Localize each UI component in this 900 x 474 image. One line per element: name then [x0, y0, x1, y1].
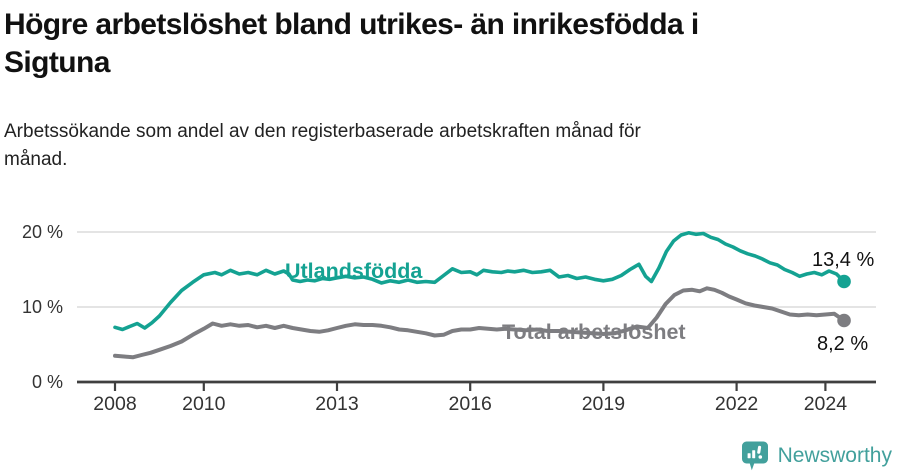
- newsworthy-branding: Newsworthy: [741, 441, 892, 471]
- x-tick-label: 2010: [182, 393, 226, 415]
- series-label-total-arbetsloshet: Total arbetslöshet: [502, 320, 686, 344]
- brand-name: Newsworthy: [777, 444, 892, 467]
- page-title: Högre arbetslöshet bland utrikes- än inr…: [4, 6, 699, 82]
- series-end-dot-1: [837, 313, 851, 328]
- y-tick-label: 20 %: [22, 222, 63, 242]
- series-end-dot-0: [837, 274, 851, 289]
- x-tick-label: 2016: [449, 393, 492, 415]
- y-tick-label: 10 %: [22, 297, 63, 317]
- newsworthy-logo-icon: [741, 441, 768, 471]
- logo-bar-2: [751, 450, 755, 459]
- x-tick-label: 2008: [93, 393, 136, 415]
- x-tick-label: 2022: [715, 393, 758, 415]
- y-tick-label: 0 %: [32, 372, 63, 392]
- title-line-2: Sigtuna: [4, 46, 110, 79]
- series-line-1: [113, 286, 846, 360]
- chart-subtitle: Arbetssökande som andel av den registerb…: [4, 118, 641, 174]
- title-line-1: Högre arbetslöshet bland utrikes- än inr…: [4, 8, 699, 41]
- series-label-utlandsfodda: Utlandsfödda: [285, 259, 423, 283]
- series-line-0: [113, 231, 846, 332]
- x-tick-label: 2019: [582, 393, 625, 415]
- x-tick-label: 2013: [315, 393, 358, 415]
- logo-exclamation-dot: [758, 455, 762, 459]
- subtitle-line-2: månad.: [4, 149, 68, 170]
- end-value-label-utlandsfodda: 13,4 %: [812, 249, 874, 271]
- x-tick-label: 2024: [804, 393, 848, 415]
- end-value-label-total-arbetsloshet: 8,2 %: [817, 333, 868, 355]
- subtitle-line-1: Arbetssökande som andel av den registerb…: [4, 121, 641, 142]
- logo-bar-1: [747, 453, 751, 459]
- chart-axes-and-series: 2008 2010 2013 2016 2019 2022 2024 0 % 10 % 20 %: [22, 222, 876, 415]
- logo-exclamation-bar: [756, 445, 761, 454]
